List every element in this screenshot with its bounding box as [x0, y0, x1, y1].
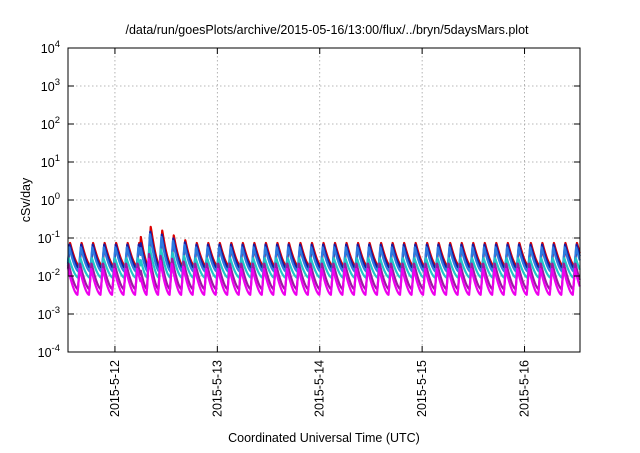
x-tick-label: 2015-5-15	[415, 360, 429, 417]
y-tick-label-base: 10	[41, 156, 55, 170]
y-tick-label-exponent: 1	[55, 153, 60, 164]
y-tick-label-base: 10	[38, 232, 52, 246]
y-tick-label: 102	[41, 115, 60, 132]
y-tick-label-exponent: 0	[55, 191, 60, 202]
x-tick-label: 2015-5-12	[108, 360, 122, 417]
series-line	[67, 257, 581, 296]
y-tick-label-exponent: 4	[55, 39, 60, 50]
y-tick-label-exponent: -3	[52, 305, 60, 316]
axis-layer: 10-410-310-210-11001011021031042015-5-12…	[38, 39, 580, 417]
y-tick-label-exponent: -2	[52, 267, 60, 278]
y-tick-label: 101	[41, 153, 60, 170]
chart-title: /data/run/goesPlots/archive/2015-05-16/1…	[125, 23, 529, 37]
x-tick-label: 2015-5-16	[518, 360, 532, 417]
y-tick-label-exponent: -1	[52, 229, 60, 240]
y-tick-label-base: 10	[41, 118, 55, 132]
y-tick-label: 10-2	[38, 267, 60, 284]
x-tick-label: 2015-5-13	[210, 360, 224, 417]
y-tick-label: 10-1	[38, 229, 60, 246]
y-tick-label: 103	[41, 77, 60, 94]
series-line	[66, 252, 581, 291]
x-tick-label: 2015-5-14	[313, 360, 327, 417]
y-tick-label-exponent: 3	[55, 77, 60, 88]
x-axis-label: Coordinated Universal Time (UTC)	[228, 431, 420, 445]
y-tick-label-base: 10	[38, 308, 52, 322]
y-tick-label-base: 10	[41, 42, 55, 56]
y-tick-label-exponent: -4	[52, 343, 60, 354]
y-tick-label-base: 10	[38, 270, 52, 284]
y-tick-label-base: 10	[41, 80, 55, 94]
y-tick-label-exponent: 2	[55, 115, 60, 126]
y-tick-label-base: 10	[41, 194, 55, 208]
y-tick-label: 104	[41, 39, 60, 56]
y-tick-label-base: 10	[38, 346, 52, 360]
series-layer	[66, 225, 581, 296]
y-tick-label: 100	[41, 191, 60, 208]
y-tick-label: 10-4	[38, 343, 60, 360]
y-tick-label: 10-3	[38, 305, 60, 322]
y-axis-label: cSv/day	[19, 177, 33, 222]
